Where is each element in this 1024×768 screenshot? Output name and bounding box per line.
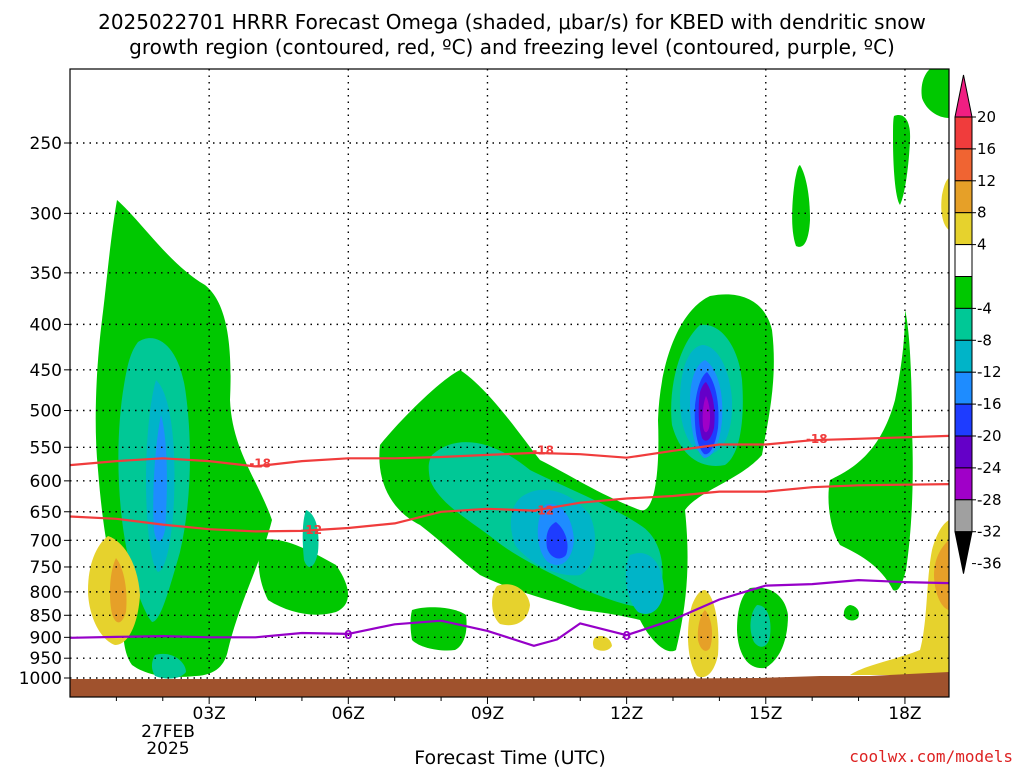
x-axis-labels: 03Z 06Z 09Z 12Z 15Z 18Z — [115, 697, 922, 724]
omega-shade-yellow-edge-top — [941, 178, 949, 230]
colorbar-label: -20 — [977, 427, 1002, 445]
contour-label--18: -18 — [249, 456, 271, 470]
colorbar-bin — [954, 371, 973, 405]
contour-label--18: -18 — [532, 443, 554, 457]
colorbar-label: -4 — [977, 299, 992, 317]
y-tick-700: 700 — [30, 531, 62, 551]
colorbar-bin — [954, 276, 973, 309]
x-axis-title: Forecast Time (UTC) — [414, 747, 605, 768]
x-date-line-1: 27FEB — [141, 722, 195, 742]
y-tick-850: 850 — [30, 606, 62, 626]
omega-shade-navy-mid — [546, 522, 568, 559]
contour-label--18: -18 — [806, 432, 828, 446]
colorbar-label: 4 — [977, 236, 987, 254]
x-tick-12Z: 12Z — [610, 704, 643, 724]
omega-shade-teal-left-bottom — [151, 653, 186, 679]
contour-lines: -18 -18 -18 -12 -12 0 0 — [70, 432, 949, 647]
omega-shade-teal-06z — [302, 510, 319, 567]
x-tick-18Z: 18Z — [888, 704, 921, 724]
y-tick-450: 450 — [30, 361, 62, 381]
colorbar-bin — [954, 212, 973, 246]
y-tick-600: 600 — [30, 472, 62, 492]
plot-area: -18 -18 -18 -12 -12 0 0 — [70, 69, 949, 697]
omega-shade-yellow-edge-bottom — [850, 520, 949, 675]
colorbar-label: -12 — [977, 363, 1002, 381]
x-tick-03Z: 03Z — [193, 704, 226, 724]
x-tick-15Z: 15Z — [749, 704, 782, 724]
colorbar-label: -28 — [977, 491, 1002, 509]
omega-shading — [88, 69, 949, 679]
colorbar: 20 16 12 8 4 -4 -8 -12 -16 -20 -24 -28 -32 -36 — [954, 74, 1002, 574]
y-tick-650: 650 — [30, 503, 62, 523]
omega-shade-green-16z — [792, 165, 810, 247]
contour-label--12: -12 — [300, 523, 322, 537]
x-tick-09Z: 09Z — [471, 704, 504, 724]
y-tick-500: 500 — [30, 402, 62, 422]
colorbar-bin — [954, 499, 973, 533]
omega-shade-green-18z-top — [893, 115, 911, 205]
y-tick-750: 750 — [30, 558, 62, 578]
y-tick-300: 300 — [30, 204, 62, 224]
omega-shade-cyan-mid-right — [625, 553, 664, 614]
omega-shade-green-18z-band — [828, 310, 913, 591]
credit-label: coolwx.com/models — [849, 747, 1013, 766]
omega-shade-yellow-10z — [492, 584, 530, 626]
colorbar-label: -36 — [977, 555, 1002, 573]
omega-shade-green-low-10z — [410, 607, 467, 651]
omega-shade-blue-left — [153, 415, 167, 542]
y-tick-350: 350 — [30, 264, 62, 284]
colorbar-bin — [954, 148, 973, 182]
colorbar-bin — [954, 435, 973, 469]
plot-frame — [69, 68, 950, 698]
ground-terrain — [70, 672, 949, 697]
omega-shade-yellow-12z — [592, 636, 612, 651]
contour--18 — [70, 434, 949, 468]
colorbar-label: 12 — [977, 172, 996, 190]
omega-shade-green-edge-top — [921, 69, 949, 118]
colorbar-top-arrow — [954, 74, 973, 118]
colorbar-bin — [954, 116, 973, 150]
contour--12 — [70, 483, 949, 533]
y-tick-900: 900 — [30, 628, 62, 648]
colorbar-bottom-arrow — [954, 531, 973, 574]
chart-title-line-1: 2025022701 HRRR Forecast Omega (shaded, … — [98, 10, 926, 34]
contour-0 — [70, 578, 949, 647]
colorbar-label: 16 — [977, 140, 996, 158]
contour-label-0: 0 — [622, 629, 630, 643]
colorbar-label: -24 — [977, 459, 1002, 477]
time-grid — [208, 69, 906, 697]
y-tick-250: 250 — [30, 134, 62, 154]
omega-shade-orange-left — [109, 558, 127, 623]
omega-shade-green-17z — [843, 605, 860, 621]
colorbar-bin — [954, 339, 973, 373]
colorbar-bin — [954, 180, 973, 214]
x-tick-06Z: 06Z — [332, 704, 365, 724]
chart-title-line-2: growth region (contoured, red, ºC) and f… — [129, 35, 895, 59]
colorbar-label: -8 — [977, 331, 992, 349]
omega-shade-green-left-lobe — [258, 539, 348, 615]
colorbar-bin — [954, 403, 973, 437]
y-axis-labels: 2503003504004505005506006507007508008509… — [19, 134, 70, 689]
y-tick-400: 400 — [30, 315, 62, 335]
colorbar-label: -16 — [977, 395, 1002, 413]
omega-shade-violet-14z — [702, 396, 710, 433]
y-tick-950: 950 — [30, 649, 62, 669]
colorbar-bin — [954, 307, 973, 341]
omega-shade-orange-edge-bottom — [934, 540, 949, 610]
x-date-line-2: 2025 — [146, 739, 189, 759]
contour-label-0: 0 — [344, 628, 352, 642]
omega-shade-orange-14z — [697, 610, 713, 651]
colorbar-bin — [954, 244, 973, 278]
colorbar-bin — [954, 467, 973, 501]
y-tick-550: 550 — [30, 438, 62, 458]
contour-label--12: -12 — [532, 503, 554, 517]
colorbar-label: -32 — [977, 523, 1002, 541]
y-tick-1000: 1000 — [19, 669, 62, 689]
y-tick-800: 800 — [30, 583, 62, 603]
colorbar-label: 20 — [977, 108, 996, 126]
colorbar-label: 8 — [977, 204, 987, 222]
